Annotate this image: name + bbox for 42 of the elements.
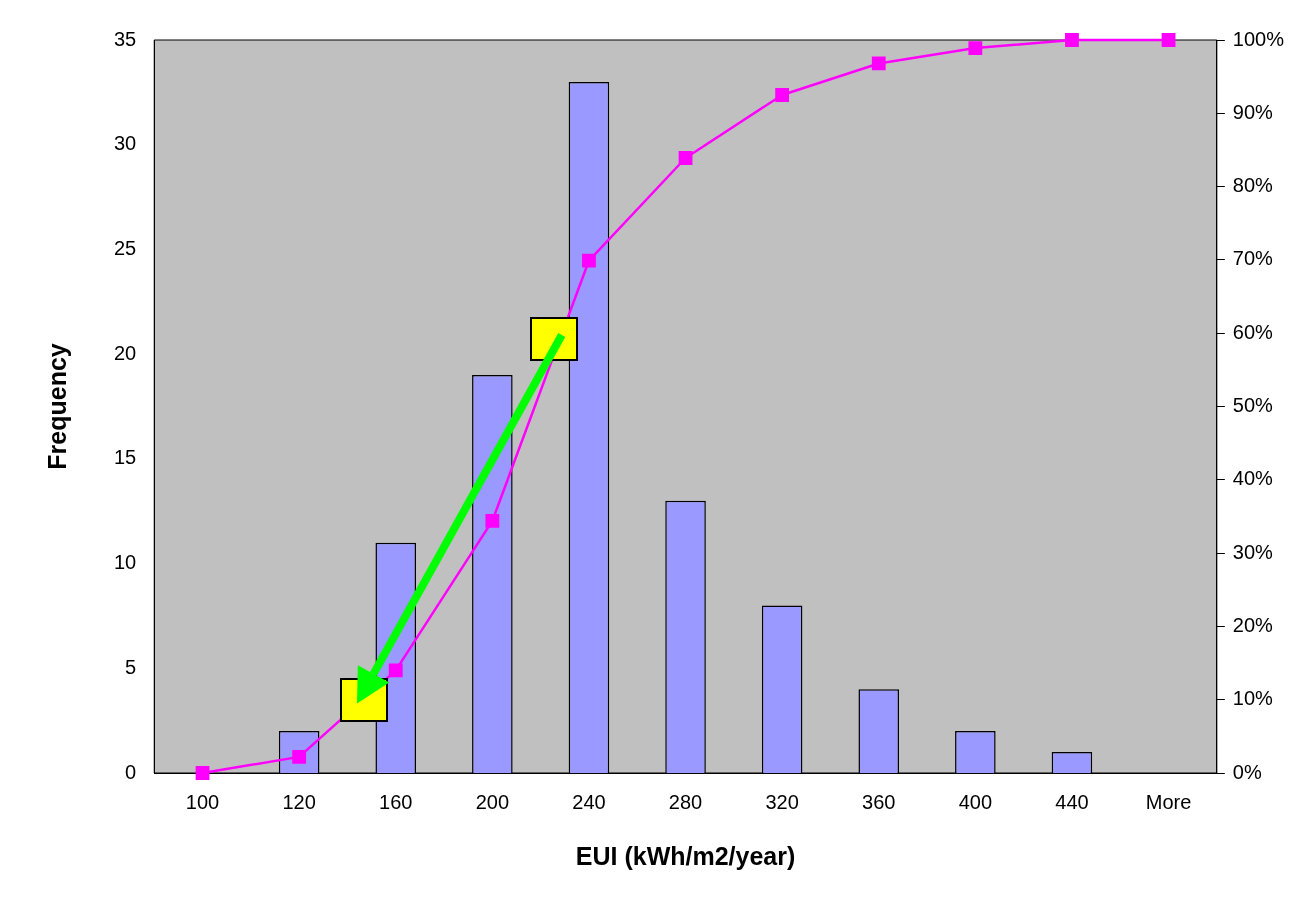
y-tick-label: 5 — [125, 655, 137, 678]
y2-tick-label: 20% — [1232, 613, 1274, 636]
y-tick-label: 10 — [114, 551, 137, 574]
y2-tick-label: 50% — [1232, 394, 1274, 417]
y2-tick-label: 40% — [1232, 467, 1274, 490]
point — [968, 41, 983, 55]
x-tick-label: 440 — [1055, 790, 1089, 813]
y2-tick-label: 30% — [1232, 540, 1274, 563]
y2-tick-label: 60% — [1232, 320, 1274, 343]
x-tick-label: 240 — [572, 790, 606, 813]
point — [1161, 33, 1176, 47]
point — [871, 56, 886, 71]
x-tick-label: 360 — [862, 790, 896, 813]
y2-tick-label: 10% — [1232, 687, 1274, 710]
y2-tick-label: 90% — [1232, 100, 1274, 123]
y2-tick-label: 100% — [1232, 27, 1285, 50]
y-tick-label: 30 — [114, 132, 137, 155]
y2-tick-label: 80% — [1232, 174, 1274, 197]
x-tick-label: 320 — [765, 790, 799, 813]
x-tick-label: 400 — [958, 790, 993, 813]
x-tick-label: 100 — [185, 790, 220, 813]
point — [582, 253, 596, 268]
x-tick-label: 160 — [379, 790, 413, 813]
point — [388, 663, 403, 678]
y-tick-label: 25 — [114, 236, 137, 259]
y-tick-label: 35 — [114, 27, 137, 50]
y-tick-label: 0 — [125, 760, 137, 783]
point — [678, 151, 693, 165]
point — [775, 88, 790, 102]
y2-tick-label: 0% — [1232, 760, 1262, 783]
x-tick-label: 120 — [282, 790, 316, 813]
y-tick-label: 15 — [114, 446, 137, 469]
x-tick-label: More — [1145, 790, 1192, 813]
y2-tick-label: 70% — [1232, 247, 1274, 270]
point — [485, 513, 500, 528]
x-axis-title: EUI (kWh/m2/year) — [575, 841, 796, 870]
x-tick-label: 280 — [668, 790, 703, 813]
y-tick-label: 20 — [114, 341, 137, 364]
point — [1065, 33, 1079, 47]
x-tick-label: 200 — [475, 790, 510, 813]
y-axis-title: Frequency — [42, 343, 71, 470]
point — [195, 766, 210, 780]
